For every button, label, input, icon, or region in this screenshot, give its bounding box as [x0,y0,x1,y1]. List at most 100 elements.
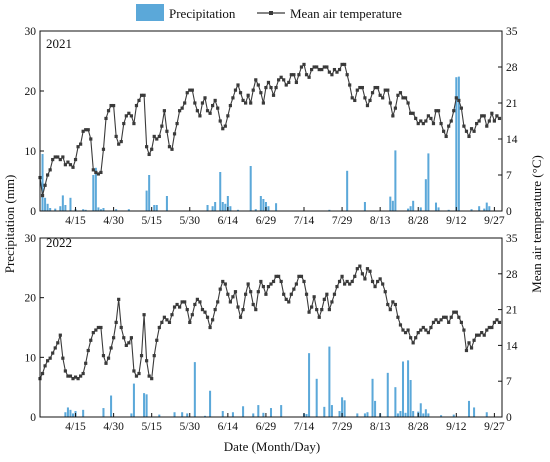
temperature-point [147,374,151,378]
temperature-point [279,279,283,284]
temperature-point [104,116,108,121]
precipitation-bar [145,190,148,211]
temperature-point [492,320,496,324]
temperature-point [317,315,321,319]
precipitation-bar [226,196,229,211]
temperature-point [96,172,100,176]
temperature-point [322,297,326,301]
precipitation-bar [221,411,224,417]
precipitation-bar [424,179,427,211]
y-tick-label-right: 7 [506,170,512,182]
temperature-point [101,354,106,358]
precipitation-bar [41,154,44,211]
temperature-point [454,96,458,100]
temperature-point [469,127,474,131]
temperature-point [360,272,364,276]
y-tick-label-left: 10 [25,146,37,158]
precipitation-bar [165,196,168,211]
temperature-point [317,67,321,72]
precipitation-bar [49,208,52,211]
temperature-point [40,371,45,376]
temperature-point [114,134,118,139]
precipitation-bar [97,207,100,211]
precipitation-bar [308,353,311,417]
temperature-point [391,300,395,304]
temperature-point [145,359,149,363]
precipitation-bar [209,390,212,417]
temperature-point [124,343,128,347]
temperature-point [289,292,293,296]
temperature-point [81,371,85,376]
y-tick-label-right: 14 [506,340,518,352]
temperature-point [345,279,349,284]
precipitation-bar [54,208,57,211]
temperature-point [251,302,255,307]
precipitation-bar [280,405,283,417]
temperature-point [482,114,486,118]
temperature-point [426,331,430,335]
temperature-point [304,292,309,296]
y-tick-label-right: 0 [506,206,512,218]
precipitation-bar [193,362,196,417]
temperature-series [38,264,502,381]
x-tick-label: 4/30 [103,215,124,227]
temperature-point [472,129,476,133]
precipitation-bar [328,209,331,211]
temperature-point [350,279,354,284]
temperature-point [162,109,166,113]
temperature-point [86,128,90,132]
precipitation-bar [59,206,62,211]
precipitation-bar [242,406,245,417]
temperature-point [241,98,245,103]
temperature-point [403,96,408,100]
temperature-point [442,315,446,319]
precipitation-bar [275,203,278,211]
temperature-point [299,274,304,278]
temperature-point [310,305,314,309]
x-tick-label: 7/14 [294,215,315,227]
temperature-point [284,83,288,87]
y-tick-label-right: 7 [506,376,512,388]
precipitation-bar [203,415,207,417]
temperature-point [340,274,344,278]
temperature-point [485,124,489,128]
temperature-point [48,356,52,360]
precipitation-bar [264,202,267,211]
temperature-point [462,124,466,128]
temperature-point [249,101,253,105]
temperature-point [137,98,141,103]
precipitation-bar [127,209,130,211]
temperature-point [358,264,362,268]
temperature-point [439,318,443,322]
precipitation-bar [181,412,184,417]
temperature-point [378,277,382,281]
temperature-point [459,320,463,324]
temperature-point [345,73,349,77]
temperature-point [104,361,108,365]
temperature-point [467,134,471,139]
temperature-point [56,155,60,159]
temperature-point [167,320,172,324]
x-tick-label: 9/12 [446,421,467,433]
precipitation-bar [269,408,273,417]
precipitation-bar [478,206,481,211]
temperature-point [188,88,192,92]
x-tick-label: 9/27 [484,215,505,227]
temperature-point [246,282,250,286]
precipitation-bar [262,412,265,417]
temperature-point [165,129,169,133]
precipitation-bar [470,209,473,211]
temperature-point [96,325,100,330]
temperature-point [436,320,441,324]
temperature-point [383,88,387,92]
temperature-point [416,121,420,126]
temperature-point [444,134,448,139]
temperature-point [124,114,128,118]
precipitation-bar [211,206,214,211]
legend: Precipitation Mean air temperature [136,4,402,21]
temperature-point [99,325,103,330]
panel-label-2021: 2021 [46,36,72,51]
temperature-point [203,96,207,100]
temperature-point [180,300,184,304]
temperature-point [259,91,263,95]
